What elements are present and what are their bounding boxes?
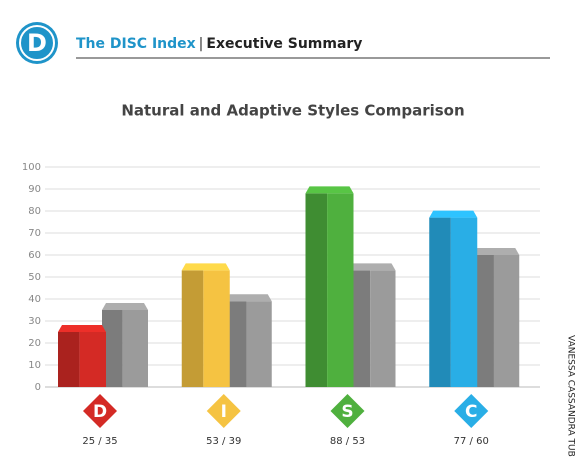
bar-side	[102, 310, 123, 387]
logo-letter: D	[27, 29, 47, 57]
bar-side	[429, 217, 451, 387]
y-tick-label: 60	[28, 250, 41, 261]
category-icon	[330, 394, 365, 428]
category-icon	[454, 394, 489, 428]
category-label: C	[465, 402, 477, 422]
bar-side	[473, 255, 494, 387]
category-icon	[206, 394, 241, 428]
value-label: 88 / 53	[330, 436, 365, 447]
bar	[181, 263, 230, 387]
bar	[429, 210, 478, 387]
bar-front	[450, 217, 478, 387]
separator: |	[199, 36, 204, 52]
plot: 0 10 20 30 40 50 60 70 80 90 100 D 25 / 35 I 53 / 39 S 8…	[22, 162, 540, 447]
bar-top	[473, 248, 520, 255]
y-tick-label: 70	[28, 228, 41, 239]
chart-title: Natural and Adaptive Styles Comparison	[121, 102, 464, 120]
header-title: The DISC Index | Executive Summary	[76, 36, 362, 52]
bar-top	[305, 186, 354, 194]
bar	[58, 325, 106, 387]
bar-front	[246, 301, 272, 387]
bar-top	[181, 263, 230, 271]
bar	[349, 263, 396, 387]
bar-top	[102, 303, 148, 310]
bar-top	[429, 210, 478, 218]
bar-front	[370, 270, 396, 387]
bar	[102, 303, 148, 387]
y-tick-label: 40	[28, 294, 41, 305]
bar-front	[203, 270, 230, 387]
bar-front	[122, 310, 148, 387]
y-tick-label: 100	[22, 162, 41, 173]
bar-front	[327, 193, 354, 387]
y-tick-label: 90	[28, 184, 41, 195]
category-label: S	[341, 402, 353, 422]
bar-side	[349, 270, 371, 387]
side-text: VANESSA CASSANDRA TUB	[566, 335, 576, 457]
y-tick-label: 30	[28, 316, 41, 327]
bar-side	[305, 193, 328, 387]
bar-top	[349, 263, 396, 271]
bar-side	[181, 270, 204, 387]
y-tick-label: 0	[35, 382, 41, 393]
bar-front	[493, 255, 520, 387]
y-tick-label: 50	[28, 272, 41, 283]
bar-top	[58, 325, 106, 332]
bar-side	[225, 301, 247, 387]
logo	[19, 25, 55, 61]
category-icon	[83, 394, 117, 428]
y-tick-label: 10	[28, 360, 41, 371]
y-tick-label: 20	[28, 338, 41, 349]
category-label: D	[93, 402, 107, 422]
value-label: 53 / 39	[206, 436, 241, 447]
value-label: 25 / 35	[82, 436, 117, 447]
value-label: 77 / 60	[454, 436, 489, 447]
bar	[305, 186, 354, 387]
bar	[473, 248, 520, 387]
category-label: I	[221, 402, 227, 422]
brand: The DISC Index	[76, 36, 196, 52]
bar-front	[79, 332, 106, 387]
y-tick-label: 80	[28, 206, 41, 217]
bar	[225, 294, 272, 387]
section: Executive Summary	[206, 36, 362, 52]
bar-side	[58, 332, 80, 387]
bar-top	[225, 294, 272, 302]
